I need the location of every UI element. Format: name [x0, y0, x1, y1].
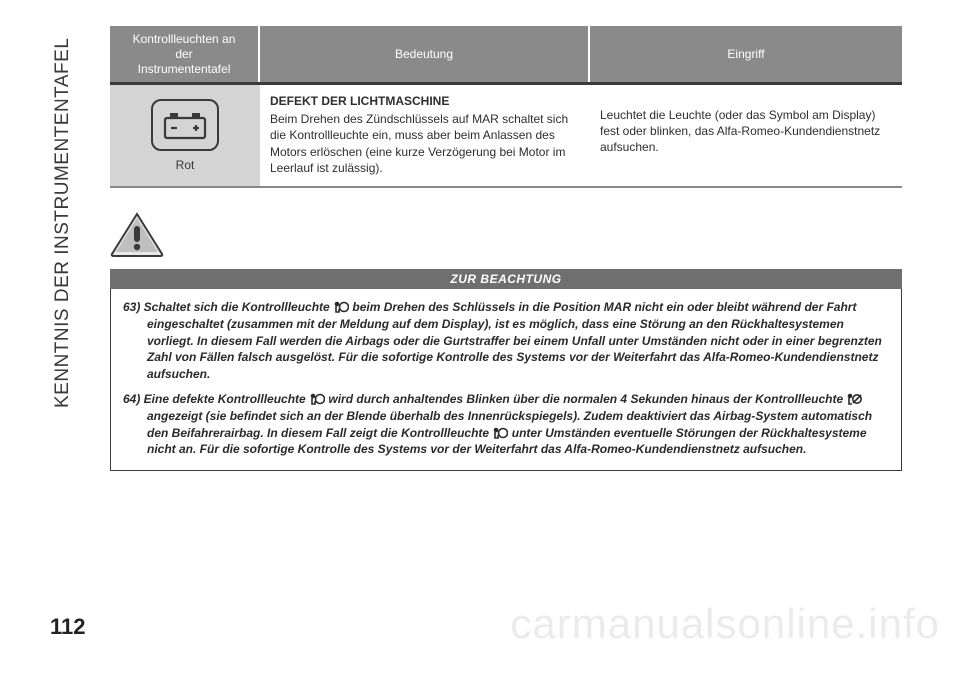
airbag-icon [492, 426, 508, 439]
watermark-text: carmanualsonline.info [510, 600, 940, 648]
table-header-col1-l3: Instrumententafel [138, 62, 231, 77]
table-cell-icon: Rot [110, 85, 260, 186]
table-row: Rot DEFEKT DER LICHTMASCHINE Beim Drehen… [110, 85, 902, 186]
manual-page: KENNTNIS DER INSTRUMENTENTAFEL 112 carma… [0, 0, 960, 678]
table-row-border [110, 186, 902, 188]
table-header-col1-l1: Kontrollleuchten an [133, 32, 236, 47]
battery-icon-box [151, 99, 219, 151]
table-header-col1-l2: der [175, 47, 192, 62]
icon-color-label: Rot [120, 157, 250, 173]
row-action-text: Leuchtet die Leuchte (oder das Symbol am… [600, 107, 892, 156]
table-cell-meaning: DEFEKT DER LICHTMASCHINE Beim Drehen des… [260, 85, 590, 186]
notice-64-b: wird durch anhaltendes Blinken über die … [325, 392, 846, 406]
airbag-icon [309, 392, 325, 405]
table-header-row: Kontrollleuchten an der Instrumententafe… [110, 26, 902, 82]
notice-63-a: 63) Schaltet sich die Kontrollleuchte [123, 300, 333, 314]
table-cell-action: Leuchtet die Leuchte (oder das Symbol am… [590, 85, 902, 186]
table-header-col3: Eingriff [590, 26, 902, 82]
row-title: DEFEKT DER LICHTMASCHINE [270, 93, 580, 109]
airbag-icon [333, 300, 349, 313]
page-number: 112 [50, 614, 86, 640]
table-header-col1: Kontrollleuchten an der Instrumententafe… [110, 26, 260, 82]
battery-icon [163, 110, 207, 140]
section-title-vertical: KENNTNIS DER INSTRUMENTENTAFEL [48, 28, 78, 408]
airbag-off-icon [846, 392, 862, 405]
notice-item-64: 64) Eine defekte Kontrollleuchte wird du… [123, 391, 889, 458]
notice-box: 63) Schaltet sich die Kontrollleuchte be… [110, 289, 902, 471]
notice-bar: ZUR BEACHTUNG [110, 269, 902, 289]
warning-icon-wrapper [110, 212, 902, 263]
row-meaning-text: Beim Drehen des Zündschlüssels auf MAR s… [270, 111, 580, 176]
warning-triangle-icon [110, 212, 164, 258]
page-content: Kontrollleuchten an der Instrumententafe… [110, 26, 902, 471]
notice-item-63: 63) Schaltet sich die Kontrollleuchte be… [123, 299, 889, 383]
table-header-col2: Bedeutung [260, 26, 590, 82]
notice-64-a: 64) Eine defekte Kontrollleuchte [123, 392, 309, 406]
